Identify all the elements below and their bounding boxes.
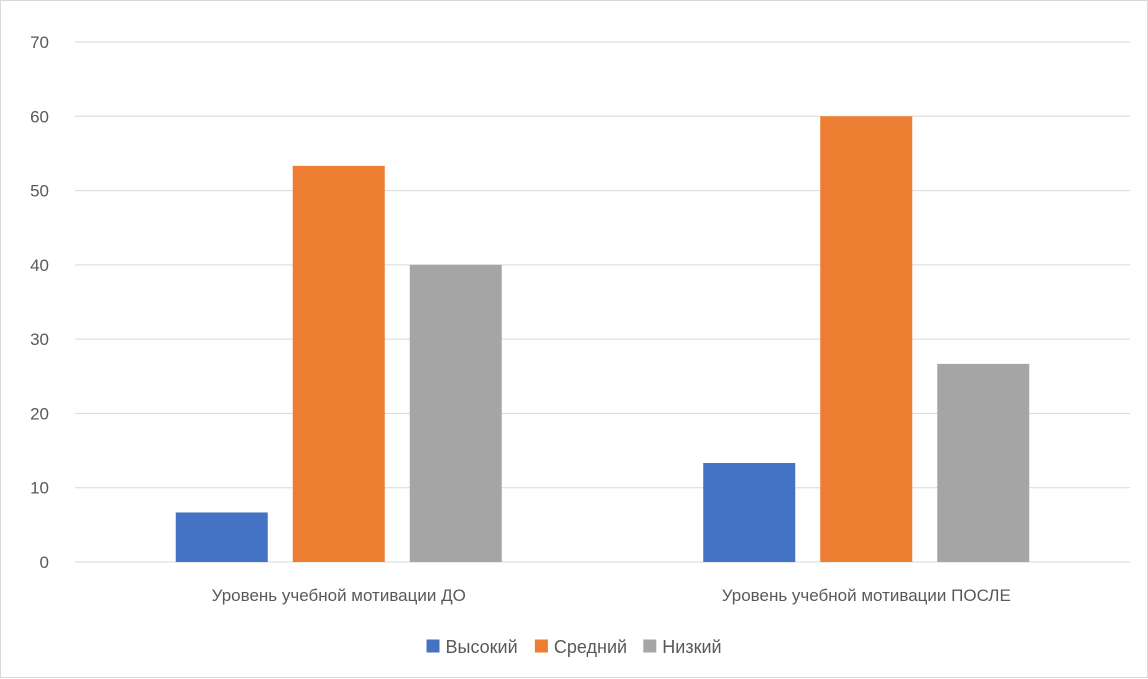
bar-1-1 xyxy=(175,512,268,562)
bar-3-2 xyxy=(937,363,1030,562)
y-tick-label: 0 xyxy=(40,553,49,572)
bar-1-2 xyxy=(703,462,796,562)
bar-2-1 xyxy=(292,165,385,562)
legend-swatch xyxy=(534,639,548,653)
legend: Высокий Средний Низкий xyxy=(426,637,722,657)
y-axis-ticks: 0 10 20 30 40 50 60 70 xyxy=(30,33,49,572)
legend-swatch xyxy=(643,639,657,653)
legend-label: Высокий xyxy=(446,637,518,657)
y-tick-label: 60 xyxy=(30,107,49,126)
bar-2-2 xyxy=(820,116,913,563)
legend-label: Средний xyxy=(554,637,627,657)
y-tick-label: 70 xyxy=(30,33,49,52)
legend-label: Низкий xyxy=(662,637,721,657)
y-tick-label: 40 xyxy=(30,256,49,275)
y-tick-label: 50 xyxy=(30,182,49,201)
y-tick-label: 10 xyxy=(30,479,49,498)
legend-swatch xyxy=(426,639,440,653)
bar-3-1 xyxy=(409,264,502,562)
x-category-label: Уровень учебной мотивации ПОСЛЕ xyxy=(722,586,1011,605)
y-tick-label: 30 xyxy=(30,330,49,349)
y-tick-label: 20 xyxy=(30,404,49,423)
x-axis-categories: Уровень учебной мотивации ДО Уровень учеб… xyxy=(212,586,1011,605)
bars xyxy=(175,116,1030,563)
gridlines xyxy=(75,41,1130,563)
x-category-label: Уровень учебной мотивации ДО xyxy=(212,586,466,605)
